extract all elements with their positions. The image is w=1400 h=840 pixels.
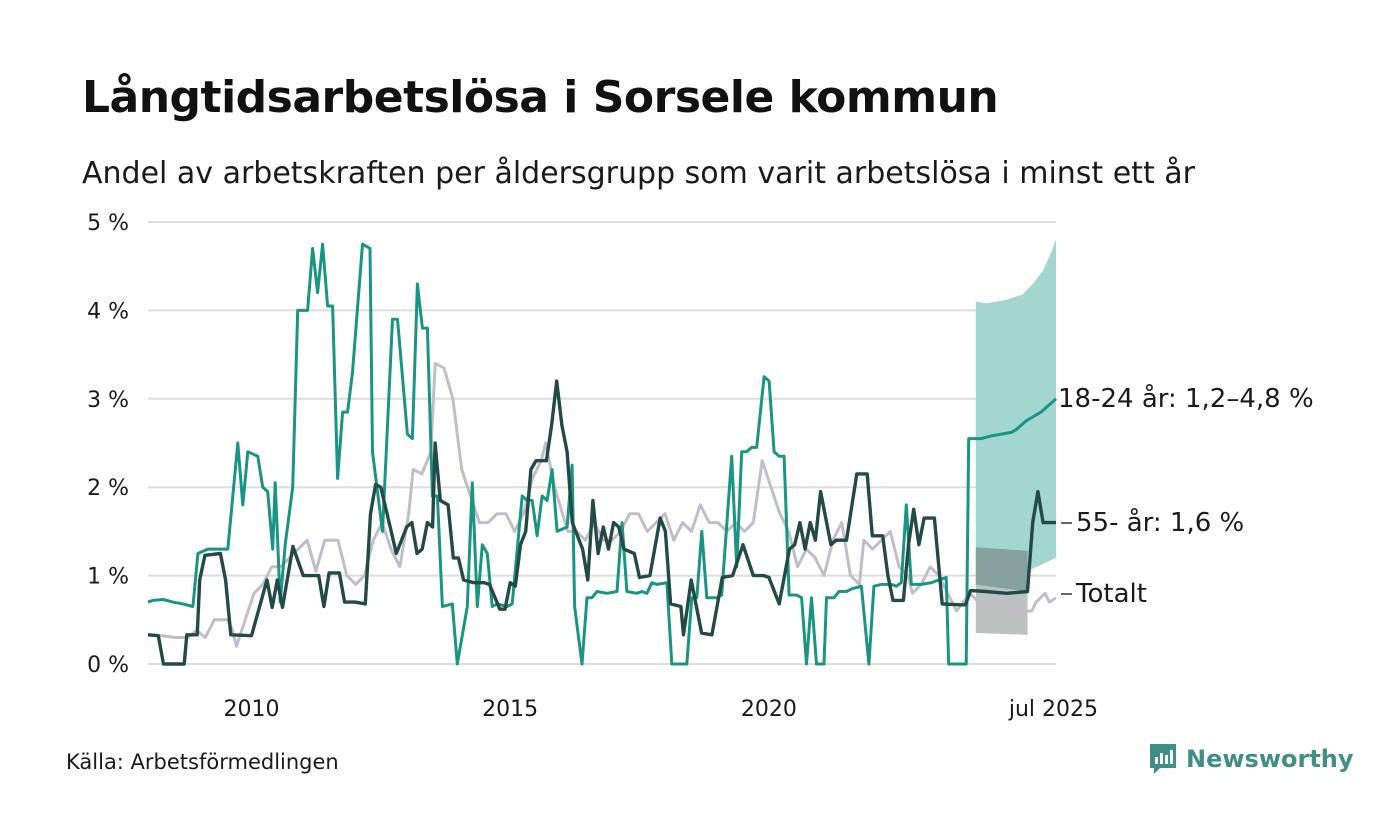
brand-name: Newsworthy: [1186, 745, 1354, 773]
x-tick-label: 2015: [482, 697, 538, 722]
series-label-18-24: 18-24 år: 1,2–4,8 %: [1058, 383, 1314, 414]
y-tick-label: 1 %: [87, 565, 129, 590]
chart-title: Långtidsarbetslösa i Sorsele kommun: [82, 72, 999, 123]
y-tick-label: 4 %: [87, 299, 129, 324]
source-note: Källa: Arbetsförmedlingen: [66, 750, 339, 774]
x-tick-label: 2020: [741, 697, 797, 722]
x-tick-label: 2010: [223, 697, 279, 722]
series-label-55: 55- år: 1,6 %: [1076, 507, 1244, 538]
y-tick-label: 0 %: [87, 653, 129, 678]
newsworthy-logo-icon: [1150, 744, 1176, 774]
y-tick-label: 5 %: [87, 211, 129, 236]
y-tick-label: 2 %: [87, 476, 129, 501]
series-label-total: Totalt: [1075, 579, 1147, 609]
brand-logo[interactable]: Newsworthy: [1148, 742, 1354, 776]
chart-subtitle: Andel av arbetskraften per åldersgrupp s…: [82, 156, 1195, 191]
x-tick-label: jul 2025: [1008, 697, 1098, 722]
forecast-band-55: [975, 547, 1028, 592]
y-tick-label: 3 %: [87, 388, 129, 413]
series-line-total: [147, 361, 1057, 648]
series-line-18-24: [147, 242, 1057, 666]
series-line-55: [147, 379, 1056, 666]
forecast-band-18-24: [975, 239, 1056, 576]
